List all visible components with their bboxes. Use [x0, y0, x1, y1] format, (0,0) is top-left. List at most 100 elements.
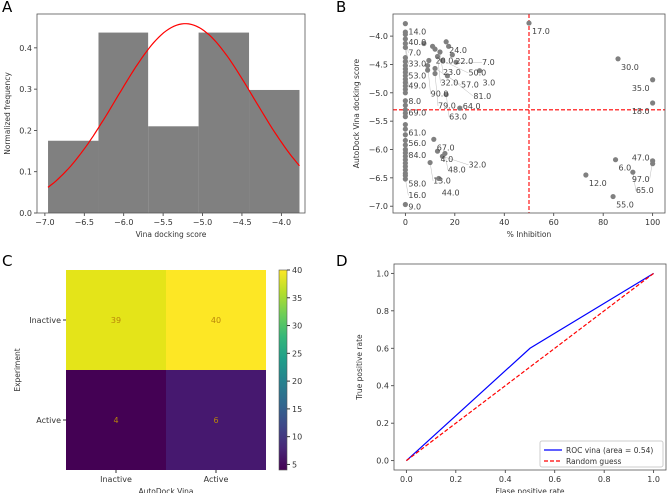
scatter-point	[583, 172, 589, 178]
label-leader-line	[405, 178, 409, 196]
point-label: 12.0	[589, 179, 607, 188]
panel-label: D	[336, 252, 348, 270]
point-label: 40.0	[408, 38, 426, 47]
y-axis-label: Normalized frequency	[3, 72, 12, 155]
point-label: 32.0	[441, 79, 459, 88]
y-tick-label: 0.4	[19, 44, 32, 53]
panel-a-histogram: −7.0 −6.5 −6.0 −5.5 −5.0 −4.5 −4.0 0.0 0.1 0.2 0.3…	[3, 13, 306, 239]
scatter-point	[436, 175, 442, 182]
x-tick-label: 0.8	[598, 475, 611, 484]
scatter-point	[425, 62, 431, 69]
x-tick-label: 40	[499, 218, 509, 227]
legend: ROC vina (area = 0.54) Random guess	[539, 440, 664, 468]
label-leader-line	[429, 162, 434, 182]
scatter-point	[437, 49, 443, 55]
point-label: 79.0	[438, 102, 456, 111]
point-label: 57.0	[461, 80, 479, 89]
scatter-point	[432, 46, 438, 52]
point-label: 69.0	[408, 109, 426, 118]
histogram-bar	[98, 32, 149, 213]
point-label: 32.0	[468, 160, 486, 169]
x-tick-label: −4.5	[232, 218, 251, 227]
scatter-point	[526, 20, 532, 26]
scatter-point	[446, 43, 452, 49]
scatter-point	[453, 59, 459, 65]
scatter-point	[427, 159, 433, 166]
y-axis-label: True positive rate	[355, 334, 364, 401]
scatter-point	[432, 65, 438, 72]
point-label: 30.0	[621, 63, 639, 72]
label-leader-line	[445, 94, 450, 118]
colorbar-tick-label: 15	[292, 405, 302, 414]
scatter-point	[402, 137, 408, 144]
normal-fit-curve	[47, 23, 300, 188]
y-tick-label: −6.0	[369, 146, 388, 155]
cell-value: 4	[113, 416, 118, 425]
y-tick-label: 1.0	[376, 269, 389, 278]
point-label: 35.0	[632, 84, 650, 93]
scatter-point	[402, 40, 408, 47]
scatter-point	[443, 39, 449, 45]
y-tick-label: −5.0	[369, 89, 388, 98]
scatter-point	[476, 68, 483, 74]
axes-frame	[392, 13, 666, 214]
y-tick-label: 0.6	[376, 344, 389, 353]
point-label: 24.0	[449, 46, 467, 55]
y-tick-label: −5.5	[369, 117, 388, 126]
point-label: 67.0	[437, 143, 455, 152]
scatter-point	[421, 40, 427, 47]
label-leader-line	[434, 73, 439, 107]
scatter-point	[426, 57, 432, 64]
scatter-point	[443, 91, 449, 98]
point-label: 7.0	[408, 48, 421, 57]
scatter-point	[457, 105, 463, 111]
heatmap-cell	[66, 270, 166, 370]
x-tick-label: 0	[403, 218, 408, 227]
y-tick-label: 0.0	[19, 209, 32, 218]
scatter-point	[434, 148, 441, 154]
panel-label: A	[2, 0, 13, 16]
point-label: 61.0	[408, 129, 426, 138]
point-label: 90.0	[431, 90, 449, 99]
point-label: 47.0	[632, 154, 650, 163]
scatter-point	[444, 73, 450, 79]
scatter-point	[402, 31, 408, 38]
x-tick-label: 1.0	[647, 475, 660, 484]
heatmap-cell	[166, 370, 266, 470]
point-label: 44.0	[442, 188, 460, 197]
scatter-point	[650, 77, 656, 83]
x-tick-label: −6.5	[75, 218, 94, 227]
y-axis-label: AutoDock Vina docking score	[352, 58, 361, 168]
label-leader-line	[442, 156, 469, 165]
series-line	[405, 272, 654, 462]
point-label: 18.0	[632, 107, 650, 116]
y-tick-label: −4.0	[369, 32, 388, 41]
point-label: 23.0	[443, 68, 461, 77]
scatter-point	[650, 100, 656, 106]
histogram-bar	[249, 89, 300, 213]
y-tick-label: 0.0	[376, 457, 389, 466]
scatter-point	[610, 193, 616, 200]
scatter-point	[432, 70, 438, 77]
y-tick-label: −6.5	[369, 174, 388, 183]
scatter-point	[402, 55, 408, 61]
x-tick-label: −4.0	[272, 218, 291, 227]
scatter-point	[650, 161, 656, 167]
scatter-point	[402, 132, 408, 138]
colorbar-tick-label: 30	[292, 322, 302, 331]
y-tick-label: 0.2	[376, 419, 389, 428]
legend-label: Random guess	[566, 457, 621, 466]
x-tick-label: 20	[450, 218, 460, 227]
scatter-point	[402, 59, 408, 65]
point-label: 55.0	[616, 201, 634, 210]
x-axis-label: Vina docking score	[136, 230, 207, 239]
point-label: 56.0	[408, 139, 426, 148]
x-tick-label: Active	[204, 475, 229, 484]
x-tick-label: 80	[598, 218, 608, 227]
axes-frame	[36, 13, 306, 214]
point-label: 65.0	[636, 186, 654, 195]
x-tick-label: 0.0	[400, 475, 413, 484]
point-label: 33.0	[408, 59, 426, 68]
cell-value: 39	[111, 316, 121, 325]
